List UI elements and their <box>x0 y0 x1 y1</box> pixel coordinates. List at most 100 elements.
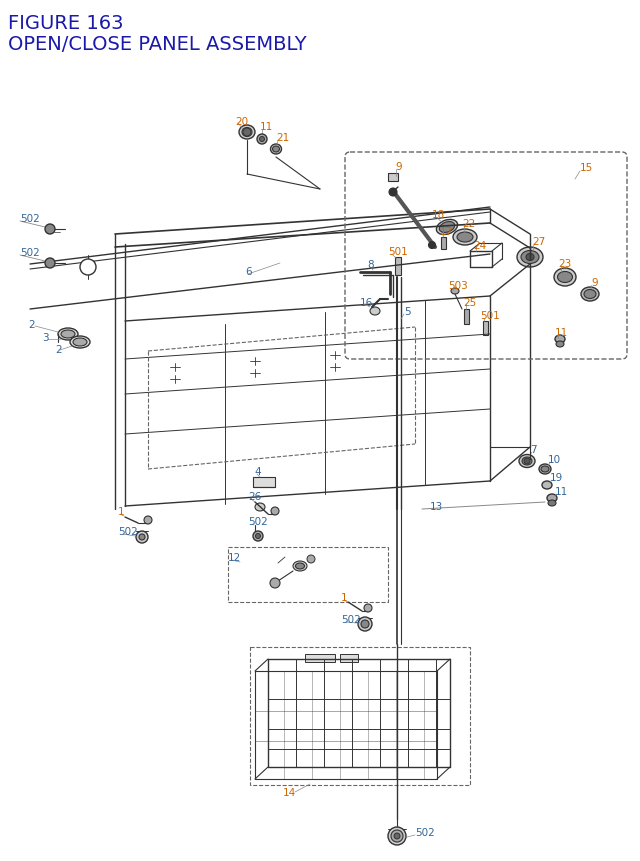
Ellipse shape <box>547 494 557 503</box>
Ellipse shape <box>541 467 549 473</box>
Circle shape <box>388 827 406 845</box>
Text: 11: 11 <box>555 486 568 497</box>
Ellipse shape <box>557 272 573 283</box>
Text: 2: 2 <box>55 344 61 355</box>
Text: 24: 24 <box>473 241 486 251</box>
Ellipse shape <box>73 338 87 347</box>
Text: 502: 502 <box>341 614 361 624</box>
Circle shape <box>144 517 152 524</box>
Text: 17: 17 <box>440 226 453 237</box>
Text: 27: 27 <box>532 237 545 247</box>
Text: 16: 16 <box>360 298 373 307</box>
Ellipse shape <box>584 290 596 299</box>
Text: 4: 4 <box>254 467 260 476</box>
Circle shape <box>361 620 369 629</box>
Ellipse shape <box>61 331 75 338</box>
Circle shape <box>394 833 400 839</box>
Bar <box>464 310 469 325</box>
Circle shape <box>259 138 264 142</box>
Circle shape <box>364 604 372 612</box>
Circle shape <box>429 242 435 249</box>
Text: 18: 18 <box>432 210 445 220</box>
Ellipse shape <box>548 500 556 506</box>
Circle shape <box>253 531 263 542</box>
Bar <box>305 654 335 662</box>
Ellipse shape <box>556 342 564 348</box>
Text: 502: 502 <box>415 827 435 837</box>
Text: 1: 1 <box>118 506 125 517</box>
Text: 5: 5 <box>404 307 411 317</box>
Ellipse shape <box>271 145 282 155</box>
Circle shape <box>358 617 372 631</box>
Text: 10: 10 <box>548 455 561 464</box>
Circle shape <box>271 507 279 516</box>
Text: OPEN/CLOSE PANEL ASSEMBLY: OPEN/CLOSE PANEL ASSEMBLY <box>8 35 307 54</box>
Circle shape <box>524 458 530 464</box>
Ellipse shape <box>58 329 78 341</box>
Bar <box>250 647 470 785</box>
Ellipse shape <box>453 230 477 245</box>
Bar <box>395 257 401 276</box>
Bar <box>388 174 398 182</box>
Text: 22: 22 <box>462 219 476 229</box>
Bar <box>483 322 488 336</box>
Ellipse shape <box>451 288 459 294</box>
Text: 25: 25 <box>463 298 476 307</box>
Text: 3: 3 <box>42 332 49 343</box>
Text: FIGURE 163: FIGURE 163 <box>8 14 124 33</box>
Ellipse shape <box>293 561 307 572</box>
Text: 9: 9 <box>591 278 598 288</box>
Text: 14: 14 <box>283 787 296 797</box>
Ellipse shape <box>526 254 534 261</box>
Text: 503: 503 <box>448 281 468 291</box>
Ellipse shape <box>370 307 380 316</box>
Circle shape <box>136 531 148 543</box>
Text: 19: 19 <box>550 473 563 482</box>
Text: 501: 501 <box>388 247 408 257</box>
Circle shape <box>257 135 267 145</box>
Text: 502: 502 <box>20 214 40 224</box>
Ellipse shape <box>555 336 565 344</box>
Ellipse shape <box>296 563 305 569</box>
Ellipse shape <box>521 251 539 264</box>
Text: 9: 9 <box>395 162 402 172</box>
Ellipse shape <box>436 220 458 235</box>
Text: 11: 11 <box>555 328 568 338</box>
Text: 502: 502 <box>248 517 268 526</box>
Bar <box>228 548 388 603</box>
Text: 6: 6 <box>245 267 252 276</box>
Text: 501: 501 <box>480 311 500 320</box>
Ellipse shape <box>522 457 532 466</box>
Text: 15: 15 <box>580 163 593 173</box>
Text: 2: 2 <box>28 319 35 330</box>
Text: 21: 21 <box>276 133 289 143</box>
Text: 502: 502 <box>20 248 40 257</box>
Ellipse shape <box>242 128 252 138</box>
Ellipse shape <box>255 504 265 511</box>
Text: 502: 502 <box>118 526 138 536</box>
Text: 7: 7 <box>530 444 536 455</box>
Ellipse shape <box>70 337 90 349</box>
Circle shape <box>45 225 55 235</box>
Text: 1: 1 <box>341 592 348 603</box>
Bar <box>441 238 446 250</box>
Text: 13: 13 <box>430 501 444 511</box>
Circle shape <box>243 129 251 137</box>
Circle shape <box>391 830 403 842</box>
Circle shape <box>80 260 96 276</box>
Text: 20: 20 <box>235 117 248 127</box>
Ellipse shape <box>554 269 576 287</box>
Ellipse shape <box>542 481 552 489</box>
Circle shape <box>255 534 260 539</box>
Circle shape <box>307 555 315 563</box>
Circle shape <box>45 258 55 269</box>
Text: 11: 11 <box>260 122 273 132</box>
Bar <box>253 478 275 487</box>
Ellipse shape <box>519 455 535 468</box>
Circle shape <box>389 189 397 197</box>
Circle shape <box>139 535 145 541</box>
Ellipse shape <box>457 232 473 243</box>
Bar <box>340 654 358 662</box>
Ellipse shape <box>517 248 543 268</box>
Text: 12: 12 <box>228 553 241 562</box>
